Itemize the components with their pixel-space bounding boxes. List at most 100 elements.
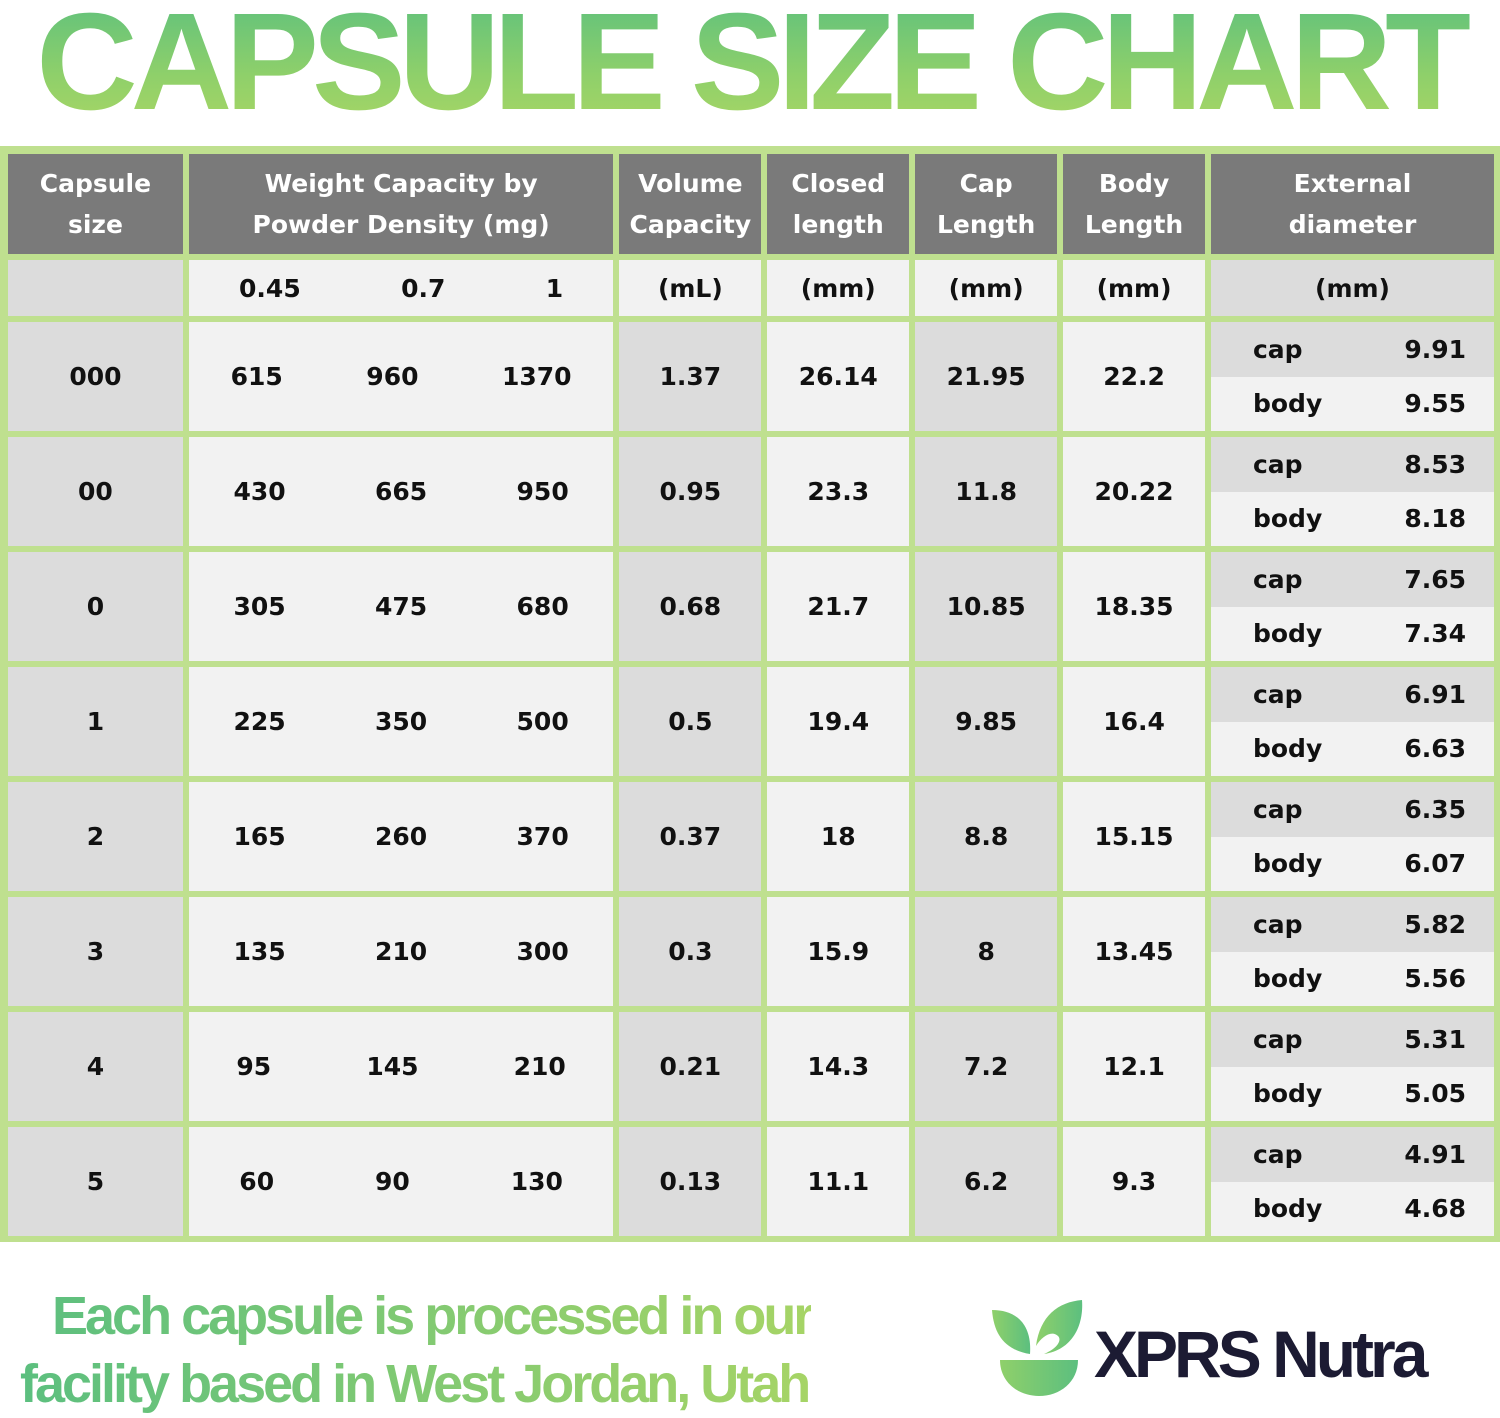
leaf-bowl-logo-icon [992, 1300, 1083, 1396]
ext-body-value: 5.05 [1404, 1079, 1466, 1109]
page-title: CAPSULE SIZE CHART [0, 0, 1500, 132]
weight-capacities: 430 665 950 [188, 437, 614, 546]
density-value: 0.45 [239, 273, 301, 303]
body-label: body [1252, 1079, 1323, 1109]
cap-length: 7.2 [915, 1012, 1058, 1121]
density-value: 0.7 [401, 273, 446, 303]
ext-body: body 9.55 [1210, 376, 1494, 431]
volume-capacity: 0.3 [619, 897, 762, 1006]
external-diameter: cap 8.53 body 8.18 [1210, 437, 1494, 546]
weight-value: 145 [366, 1052, 419, 1081]
ext-cap-value: 8.53 [1404, 449, 1466, 479]
weight-value: 165 [233, 822, 286, 851]
closed-length: 11.1 [767, 1127, 910, 1236]
capsule-size: 0 [8, 552, 183, 661]
body-label: body [1252, 1194, 1323, 1224]
ext-body-value: 6.07 [1404, 849, 1466, 879]
header-body-length: Body Length [1063, 154, 1205, 254]
body-length: 22.2 [1063, 322, 1205, 431]
weight-value: 370 [516, 822, 569, 851]
ext-body-value: 7.34 [1404, 619, 1466, 649]
ext-body: body 4.68 [1210, 1181, 1494, 1236]
ext-cap-value: 9.91 [1404, 334, 1466, 364]
weight-value: 90 [375, 1167, 410, 1196]
table-row: 000 615 960 1370 1.37 26.14 21.95 22.2 cap 9.91 bo… [8, 322, 1494, 431]
unit-volume: (mL) [619, 260, 762, 316]
closed-length: 18 [767, 782, 910, 891]
volume-capacity: 1.37 [619, 322, 762, 431]
weight-value: 665 [375, 477, 428, 506]
body-label: body [1252, 389, 1323, 419]
table-row: 0 305 475 680 0.68 21.7 10.85 18.35 cap 7.65 body 7… [8, 552, 1494, 661]
unit-cap: (mm) [915, 260, 1058, 316]
capsule-size: 1 [8, 667, 183, 776]
cap-label: cap [1252, 334, 1303, 364]
table-row: 5 60 90 130 0.13 11.1 6.2 9.3 cap 4.91 body 4.68 [8, 1127, 1494, 1236]
ext-cap-value: 6.35 [1404, 794, 1466, 824]
header-row: Capsule size Weight Capacity by Powder D… [8, 154, 1494, 254]
table-row: 1 225 350 500 0.5 19.4 9.85 16.4 cap 6.91 body 6.63 [8, 667, 1494, 776]
ext-cap-value: 5.31 [1404, 1024, 1466, 1054]
weight-value: 960 [366, 362, 419, 391]
ext-cap: cap 5.31 [1210, 1012, 1494, 1067]
weight-value: 680 [516, 592, 569, 621]
weight-value: 210 [513, 1052, 566, 1081]
external-diameter: cap 4.91 body 4.68 [1210, 1127, 1494, 1236]
cap-length: 11.8 [915, 437, 1058, 546]
header-weight-capacity: Weight Capacity by Powder Density (mg) [188, 154, 614, 254]
unit-body: (mm) [1063, 260, 1205, 316]
weight-capacities: 95 145 210 [188, 1012, 614, 1121]
capsule-size: 000 [8, 322, 183, 431]
cap-label: cap [1252, 679, 1303, 709]
weight-value: 210 [375, 937, 428, 966]
ext-cap: cap 5.82 [1210, 897, 1494, 952]
weight-value: 430 [233, 477, 286, 506]
weight-value: 350 [375, 707, 428, 736]
weight-value: 950 [516, 477, 569, 506]
units-row: 0.45 0.7 1 (mL) (mm) (mm) (mm) (mm) [8, 260, 1494, 316]
weight-value: 135 [233, 937, 286, 966]
capsule-size: 4 [8, 1012, 183, 1121]
capsule-size: 5 [8, 1127, 183, 1236]
brand-name: XPRS Nutra [1094, 1317, 1428, 1391]
table-row: 00 430 665 950 0.95 23.3 11.8 20.22 cap 8.53 body 8… [8, 437, 1494, 546]
body-label: body [1252, 734, 1323, 764]
body-length: 20.22 [1063, 437, 1205, 546]
external-diameter: cap 5.82 body 5.56 [1210, 897, 1494, 1006]
header-external-diameter: External diameter [1210, 154, 1494, 254]
cap-label: cap [1252, 1139, 1303, 1169]
facility-tagline: Each capsule is processed in our facilit… [20, 1282, 811, 1418]
capsule-size: 00 [8, 437, 183, 546]
weight-capacities: 615 960 1370 [188, 322, 614, 431]
cap-label: cap [1252, 794, 1303, 824]
capsule-size: 3 [8, 897, 183, 1006]
weight-value: 260 [375, 822, 428, 851]
closed-length: 15.9 [767, 897, 910, 1006]
tagline-line-2: facility based in West Jordan, Utah [20, 1354, 809, 1414]
unit-size [8, 260, 183, 316]
cap-length: 8.8 [915, 782, 1058, 891]
weight-value: 305 [233, 592, 286, 621]
weight-capacities: 135 210 300 [188, 897, 614, 1006]
density-units: 0.45 0.7 1 [188, 260, 614, 316]
cap-length: 21.95 [915, 322, 1058, 431]
weight-capacities: 305 475 680 [188, 552, 614, 661]
cap-label: cap [1252, 449, 1303, 479]
ext-body: body 8.18 [1210, 491, 1494, 546]
ext-cap-value: 6.91 [1404, 679, 1466, 709]
volume-capacity: 0.68 [619, 552, 762, 661]
volume-capacity: 0.95 [619, 437, 762, 546]
external-diameter: cap 6.35 body 6.07 [1210, 782, 1494, 891]
weight-capacities: 225 350 500 [188, 667, 614, 776]
weight-value: 1370 [502, 362, 572, 391]
ext-cap-value: 7.65 [1404, 564, 1466, 594]
external-diameter: cap 6.91 body 6.63 [1210, 667, 1494, 776]
ext-body: body 6.63 [1210, 721, 1494, 776]
ext-cap: cap 4.91 [1210, 1127, 1494, 1182]
body-length: 16.4 [1063, 667, 1205, 776]
weight-value: 225 [233, 707, 286, 736]
weight-value: 475 [375, 592, 428, 621]
weight-value: 95 [236, 1052, 272, 1081]
volume-capacity: 0.37 [619, 782, 762, 891]
ext-body-value: 8.18 [1404, 504, 1466, 534]
